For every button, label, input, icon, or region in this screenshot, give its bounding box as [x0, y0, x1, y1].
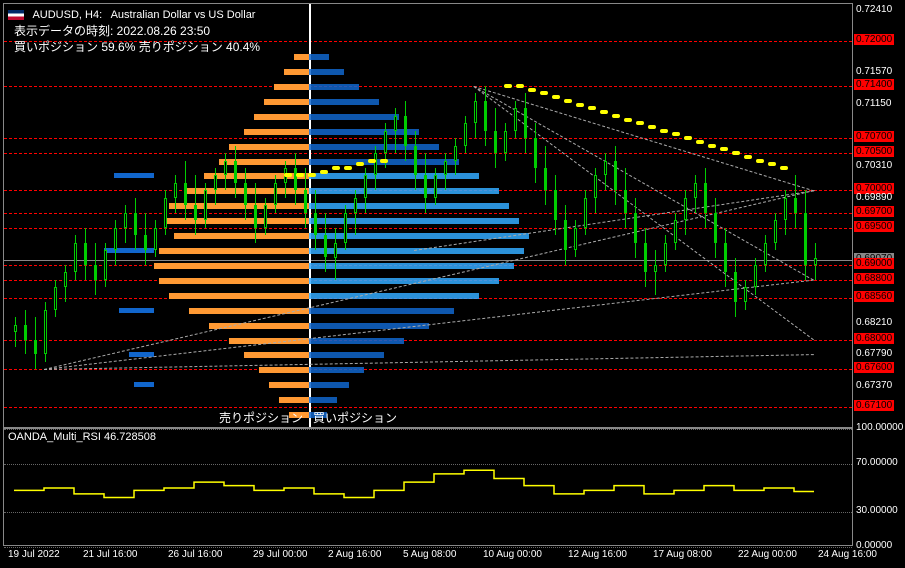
rsi-title: OANDA_Multi_RSI 46.728508: [8, 431, 156, 443]
time-x-axis: 19 Jul 202221 Jul 16:0026 Jul 16:0029 Ju…: [3, 547, 853, 567]
price-y-axis: 0.724100.720000.715700.714000.711500.707…: [854, 3, 904, 428]
main-price-chart[interactable]: AUDUSD, H4: Australian Dollar vs US Doll…: [3, 3, 853, 428]
rsi-canvas: [4, 429, 854, 547]
timestamp-label: 表示データの時刻: 2022.08.26 23:50: [14, 22, 210, 39]
chart-container: AUDUSD, H4: Australian Dollar vs US Doll…: [0, 0, 905, 568]
chart-symbol: AUDUSD, H4:: [32, 9, 102, 21]
rsi-indicator-chart[interactable]: OANDA_Multi_RSI 46.728508: [3, 428, 853, 546]
chart-description: Australian Dollar vs US Dollar: [111, 9, 256, 21]
currency-flag-icon: [8, 10, 24, 20]
position-summary-label: 買いポジション 59.6% 売りポジション 40.4%: [14, 38, 260, 55]
rsi-y-axis: 100.0000070.0000030.000000.00000: [854, 428, 904, 546]
